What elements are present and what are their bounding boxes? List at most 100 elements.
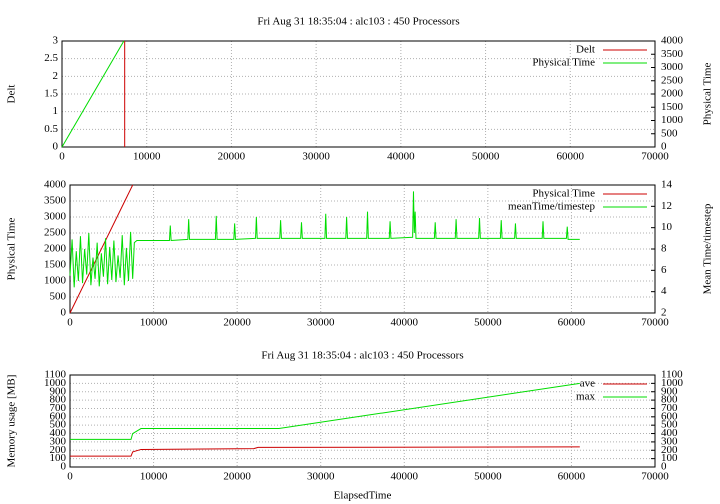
y-tick-label: 200 <box>50 444 67 456</box>
y2-tick-label: 2000 <box>661 88 684 100</box>
x-tick-label: 70000 <box>641 151 669 163</box>
y-axis-label: Physical Time <box>6 218 18 281</box>
chart-title: Fri Aug 31 18:35:04 : alc103 : 450 Proce… <box>257 16 459 28</box>
y2-tick-label: 4 <box>661 285 667 297</box>
x-tick-label: 40000 <box>387 151 415 163</box>
x-tick-label: 70000 <box>641 471 669 483</box>
y2-tick-label: 500 <box>661 127 678 139</box>
y2-tick-label: 10 <box>661 221 673 233</box>
y2-tick-label: 800 <box>661 394 678 406</box>
x-tick-label: 10000 <box>133 151 161 163</box>
series-line <box>70 446 580 457</box>
y2-tick-label: 2 <box>661 307 667 319</box>
y-tick-label: 0 <box>61 461 67 473</box>
x-tick-label: 20000 <box>223 471 251 483</box>
x-tick-label: 10000 <box>140 317 168 329</box>
y-tick-label: 100 <box>50 452 67 464</box>
y2-tick-label: 300 <box>661 435 678 447</box>
y2-tick-label: 500 <box>661 419 678 431</box>
y-tick-label: 700 <box>50 402 67 414</box>
y2-tick-label: 900 <box>661 385 678 397</box>
y2-tick-label: 100 <box>661 452 678 464</box>
series-line <box>69 184 134 314</box>
y-tick-label: 900 <box>50 385 67 397</box>
y-tick-label: 3500 <box>44 195 67 207</box>
legend-label: Delt <box>576 44 595 56</box>
x-tick-label: 60000 <box>558 471 586 483</box>
legend-label: meanTime/timestep <box>508 201 595 213</box>
y-tick-label: 500 <box>50 419 67 431</box>
y-tick-label: 1000 <box>44 275 67 287</box>
y-tick-label: 400 <box>50 427 67 439</box>
y-tick-label: 800 <box>50 394 67 406</box>
chart-title: Fri Aug 31 18:35:04 : alc103 : 450 Proce… <box>261 350 463 362</box>
series-line <box>70 382 580 440</box>
y-tick-label: 500 <box>50 291 67 303</box>
x-tick-label: 30000 <box>307 317 335 329</box>
y-tick-label: 1.5 <box>44 88 58 100</box>
x-tick-label: 30000 <box>307 471 335 483</box>
series-line <box>61 40 125 148</box>
legend-label: ave <box>580 378 595 390</box>
y-tick-label: 2500 <box>44 227 67 239</box>
y-axis-label: Delt <box>6 85 18 104</box>
y2-tick-label: 1500 <box>661 101 684 113</box>
y2-axis-label: Mean Time/timestep <box>702 203 714 294</box>
y-tick-label: 4000 <box>44 179 67 191</box>
plot-frame <box>69 184 656 314</box>
y2-tick-label: 6 <box>661 264 667 276</box>
legend-label: Physical Time <box>532 188 595 200</box>
y-tick-label: 1500 <box>44 259 67 271</box>
x-tick-label: 60000 <box>557 151 585 163</box>
x-tick-label: 50000 <box>474 471 502 483</box>
x-tick-label: 50000 <box>474 317 502 329</box>
x-tick-label: 0 <box>67 317 73 329</box>
legend-label: max <box>576 391 595 403</box>
x-tick-label: 40000 <box>391 471 419 483</box>
y-tick-label: 2 <box>53 70 59 82</box>
y2-tick-label: 1000 <box>661 377 684 389</box>
y-axis-label: Memory usage [MB] <box>6 375 18 468</box>
x-tick-label: 0 <box>59 151 65 163</box>
y2-tick-label: 3000 <box>661 61 684 73</box>
y2-tick-label: 700 <box>661 402 678 414</box>
y-tick-label: 1000 <box>44 377 67 389</box>
x-tick-label: 10000 <box>140 471 168 483</box>
legend-label: Physical Time <box>532 57 595 69</box>
y2-tick-label: 200 <box>661 444 678 456</box>
x-tick-label: 20000 <box>218 151 246 163</box>
y-tick-label: 600 <box>50 410 67 422</box>
y2-tick-label: 1000 <box>661 114 684 126</box>
y2-tick-label: 3500 <box>661 48 684 60</box>
y-tick-label: 3000 <box>44 211 67 223</box>
x-tick-label: 30000 <box>302 151 330 163</box>
x-tick-label: 50000 <box>472 151 500 163</box>
x-axis-label: ElapsedTime <box>334 490 392 502</box>
y2-tick-label: 0 <box>661 141 667 153</box>
y2-tick-label: 4000 <box>661 35 684 47</box>
y2-tick-label: 0 <box>661 461 667 473</box>
y-tick-label: 1100 <box>44 369 66 381</box>
y-tick-label: 1 <box>53 105 59 117</box>
x-tick-label: 40000 <box>391 317 419 329</box>
y-tick-label: 0 <box>61 307 67 319</box>
y-tick-label: 0.5 <box>44 123 58 135</box>
x-tick-label: 0 <box>67 471 73 483</box>
x-tick-label: 20000 <box>223 317 251 329</box>
x-tick-label: 60000 <box>558 317 586 329</box>
y-tick-label: 2.5 <box>44 52 58 64</box>
plot-frame <box>61 40 656 148</box>
y2-axis-label: Physical Time <box>702 63 714 126</box>
y-tick-label: 0 <box>53 141 59 153</box>
y2-tick-label: 400 <box>661 427 678 439</box>
y-tick-label: 300 <box>50 435 67 447</box>
y2-tick-label: 600 <box>661 410 678 422</box>
y2-tick-label: 14 <box>661 179 673 191</box>
series-line <box>69 191 580 288</box>
y2-tick-label: 12 <box>661 200 672 212</box>
y2-tick-label: 8 <box>661 243 667 255</box>
plot-frame <box>69 374 656 468</box>
y2-tick-label: 2500 <box>661 74 684 86</box>
x-tick-label: 70000 <box>641 317 669 329</box>
